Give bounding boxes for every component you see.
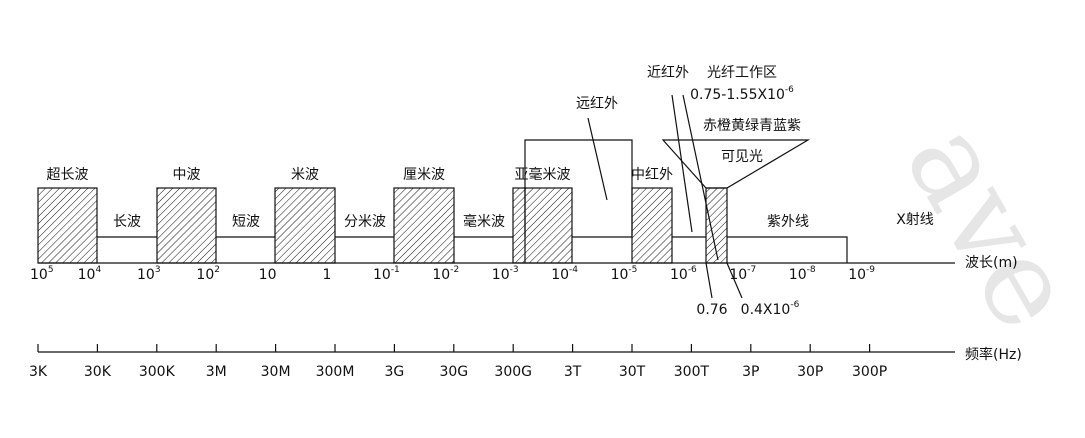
band-label: 厘米波 [403, 167, 445, 183]
band-label: 紫外线 [767, 214, 809, 230]
visible-band [705, 187, 728, 264]
label-exp: -5 [628, 265, 637, 275]
band-label: 短波 [232, 214, 260, 230]
wavelength-tick-label: 10-2 [432, 265, 459, 284]
range-base: 0.75-1.55X10 [690, 87, 785, 103]
frequency-tick-label: 3P [742, 364, 759, 380]
band-label: X射线 [896, 212, 934, 228]
label-base: 10 [551, 267, 569, 283]
frequency-tick-label: 3T [564, 364, 582, 380]
wavelength-tick-label: 1 [323, 267, 332, 283]
wavelength-tick-label: 104 [78, 265, 102, 284]
label-exp: -8 [807, 265, 816, 275]
label-exp: 4 [95, 265, 101, 275]
wavelength-axis-label: 波长(m) [965, 255, 1018, 271]
wavelength-tick-label: 10-8 [789, 265, 816, 284]
label-exp: -6 [688, 265, 697, 275]
frequency-tick-label: 30T [619, 364, 646, 380]
frequency-tick-label: 300M [316, 364, 355, 380]
label-exp: 5 [48, 265, 54, 275]
band-label: 毫米波 [463, 213, 505, 230]
label-exp: -3 [510, 265, 519, 275]
label-base: 10 [789, 267, 807, 283]
hatched-band [274, 187, 336, 264]
wavelength-tick-label: 10-3 [492, 265, 519, 284]
label-base: 10 [729, 267, 747, 283]
band-label: 米波 [291, 167, 319, 183]
frequency-tick-label: 30K [84, 364, 112, 380]
range-exp: -6 [785, 85, 794, 95]
frequency-tick-label: 30M [261, 364, 291, 380]
visible-edge-label: 0.76 [696, 302, 727, 318]
label-exp: -6 [790, 300, 799, 310]
label-exp: -1 [391, 265, 400, 275]
frequency-tick-label: 3M [206, 364, 227, 380]
wavelength-tick-label: 10 [259, 267, 277, 283]
label-exp: 2 [214, 265, 220, 275]
fiber-window-label: 光纤工作区 [707, 65, 777, 81]
label-base: 0.4X10 [741, 302, 791, 318]
hatched-band [631, 187, 673, 264]
wavelength-tick-label: 10-1 [373, 265, 400, 284]
label-exp: -4 [569, 265, 578, 275]
label-base: 10 [432, 267, 450, 283]
band-label: 中红外 [631, 167, 673, 183]
hatched-band [37, 187, 98, 264]
wavelength-tick-label: 102 [196, 265, 220, 284]
frequency-axis-label: 频率(Hz) [965, 346, 1022, 363]
label-exp: -2 [450, 265, 459, 275]
frequency-tick-label: 300K [139, 364, 176, 380]
wavelength-tick-label: 10-7 [729, 265, 756, 284]
label-base: 10 [848, 267, 866, 283]
wavelength-tick-label: 10-4 [551, 265, 578, 284]
label-exp: 3 [155, 265, 161, 275]
band-label: 超长波 [47, 167, 89, 183]
label-base: 10 [373, 267, 391, 283]
hatched-band [156, 187, 217, 264]
label-base: 10 [196, 267, 214, 283]
wavelength-tick-label: 10-6 [670, 265, 697, 284]
near-infrared-label: 近红外 [647, 65, 689, 81]
label-base: 10 [670, 267, 688, 283]
label-base: 1 [323, 267, 332, 283]
wavelength-tick-label: 103 [137, 265, 161, 284]
fiber-window-range: 0.75-1.55X10-6 [690, 85, 794, 104]
band-label: 亚毫米波 [515, 166, 571, 183]
label-base: 10 [611, 267, 629, 283]
hatched-band [512, 187, 573, 264]
wavelength-tick-label: 10-9 [848, 265, 875, 284]
wavelength-tick-label: 105 [30, 265, 54, 284]
band-label: 分米波 [344, 214, 386, 230]
label-exp: -9 [866, 265, 875, 275]
frequency-tick-label: 30G [439, 364, 468, 380]
wavelength-tick-label: 10-5 [611, 265, 638, 284]
label-base: 10 [30, 267, 48, 283]
label-base: 0.76 [696, 302, 727, 318]
visible-colors: 赤橙黄绿青蓝紫 [703, 117, 801, 134]
frequency-tick-label: 300T [674, 364, 710, 380]
label-exp: -7 [747, 265, 756, 275]
label-base: 10 [259, 267, 277, 283]
label-base: 10 [137, 267, 155, 283]
visible-edge-label: 0.4X10-6 [741, 300, 800, 319]
label-base: 10 [78, 267, 96, 283]
far-infrared-label: 远红外 [576, 96, 618, 112]
frequency-tick-label: 300P [852, 364, 887, 380]
band-label: 中波 [173, 167, 201, 183]
hatched-band [393, 187, 455, 264]
visible-label: 可见光 [721, 149, 763, 165]
band-label: 长波 [113, 214, 141, 230]
frequency-tick-label: 3G [385, 364, 405, 380]
frequency-tick-label: 300G [494, 364, 532, 380]
frequency-tick-label: 30P [797, 364, 823, 380]
frequency-tick-label: 3K [29, 364, 48, 380]
label-base: 10 [492, 267, 510, 283]
